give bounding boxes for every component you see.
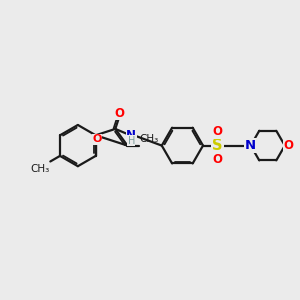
Text: O: O [213, 125, 223, 138]
Text: H: H [128, 136, 135, 146]
Text: N: N [126, 129, 136, 142]
Text: CH₃: CH₃ [140, 134, 159, 144]
Text: O: O [92, 134, 102, 144]
Text: N: N [245, 139, 256, 152]
Text: O: O [213, 153, 223, 166]
Text: O: O [114, 107, 124, 120]
Text: CH₃: CH₃ [30, 164, 49, 173]
Text: O: O [284, 139, 293, 152]
Text: S: S [212, 138, 223, 153]
